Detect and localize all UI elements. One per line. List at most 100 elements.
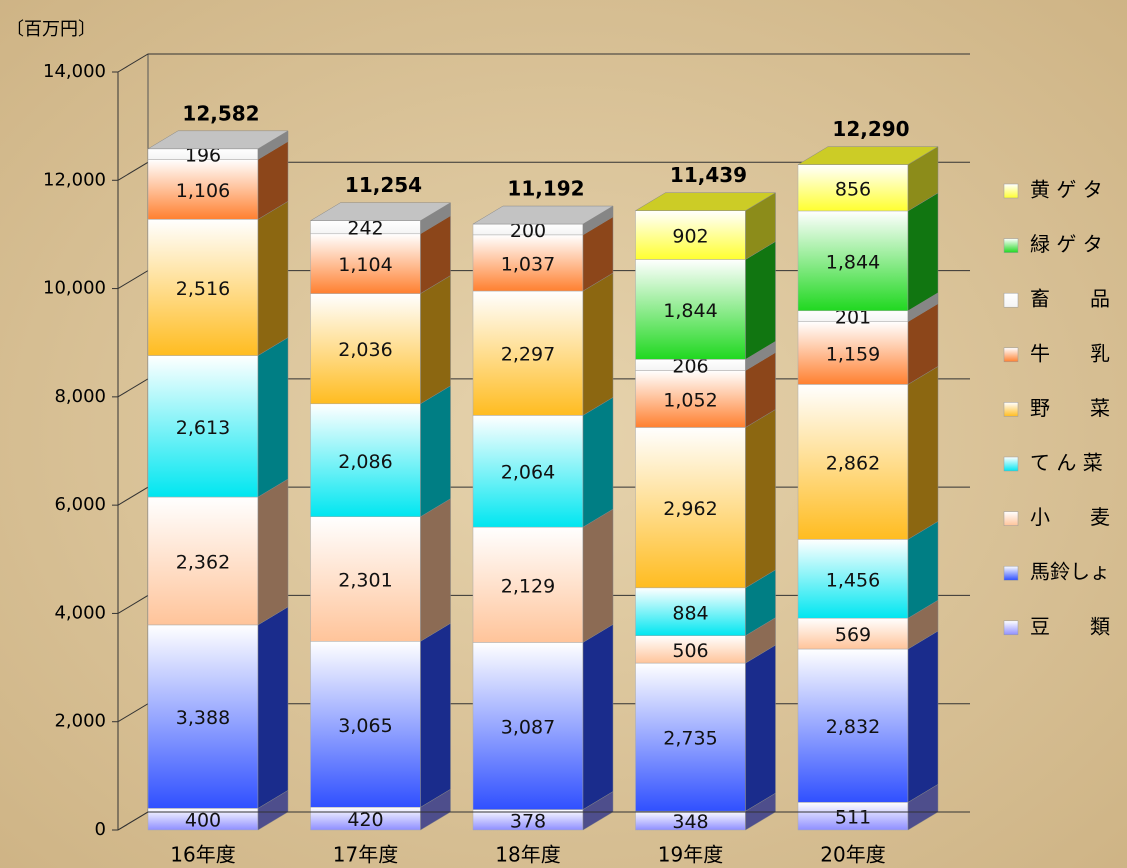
value-label: 378	[510, 810, 546, 832]
bar-segment	[147, 219, 259, 356]
x-tick-label: 18年度	[495, 843, 560, 867]
value-label: 2,516	[176, 278, 230, 300]
bar-segment	[797, 164, 909, 212]
bar-segment	[797, 321, 909, 385]
value-label: 2,735	[663, 728, 717, 750]
value-label: 400	[185, 810, 221, 832]
value-label: 1,844	[663, 300, 717, 322]
value-label: 1,052	[663, 389, 717, 411]
bar-segment	[797, 210, 909, 312]
value-label: 201	[835, 307, 871, 329]
value-label: 2,613	[176, 417, 230, 439]
bar-segment	[635, 210, 746, 260]
value-label: 2,362	[176, 551, 230, 573]
bar-segment	[472, 290, 584, 416]
bar-top	[309, 202, 452, 221]
total-label: 11,439	[670, 163, 747, 187]
legend-label: て ん 菜	[1030, 451, 1103, 475]
legend-swatch	[1003, 620, 1019, 636]
value-label: 1,106	[176, 180, 230, 202]
value-label: 1,037	[501, 253, 555, 275]
bar-side	[582, 508, 614, 643]
grid-line	[117, 53, 970, 73]
unit-label: 〔百万円〕	[6, 19, 96, 40]
bar-segment	[635, 587, 746, 636]
bar-segment	[147, 355, 259, 498]
value-label: 1,844	[826, 251, 880, 273]
value-label: 420	[347, 809, 383, 831]
value-label: 2,862	[826, 452, 880, 474]
value-label: 2,962	[663, 498, 717, 520]
legend-label: 緑 ゲ タ	[1030, 232, 1103, 256]
legend-swatch	[1003, 347, 1019, 363]
value-label: 1,159	[826, 344, 880, 366]
y-tick-label: 14,000	[43, 61, 106, 82]
value-label: 2,129	[501, 575, 555, 597]
legend-swatch	[1003, 565, 1019, 581]
value-label: 3,388	[176, 707, 230, 729]
value-label: 348	[672, 811, 708, 833]
value-label: 2,036	[338, 339, 392, 361]
bar-segment	[797, 617, 909, 650]
legend-label: 馬鈴しょ	[1030, 560, 1110, 584]
x-tick-label: 17年度	[333, 843, 398, 867]
value-label: 242	[347, 218, 383, 240]
value-label: 3,065	[338, 715, 392, 737]
value-label: 206	[672, 355, 708, 377]
y-tick-label: 2,000	[54, 711, 106, 732]
bar-segment	[472, 526, 584, 643]
bar-side	[582, 396, 614, 528]
floor	[117, 811, 970, 831]
bar-segment	[472, 415, 584, 528]
value-label: 884	[672, 602, 708, 624]
value-label: 2,297	[501, 344, 555, 366]
value-label: 196	[185, 145, 221, 167]
y-tick-label: 0	[95, 819, 106, 840]
bar-side	[257, 337, 289, 498]
legend-label: 野 菜	[1030, 396, 1110, 420]
legend-swatch	[1003, 402, 1019, 417]
bar-segment	[472, 642, 584, 810]
x-tick-label: 20年度	[820, 843, 885, 867]
bar-side	[257, 478, 289, 626]
value-label: 200	[510, 220, 546, 242]
bar-segment	[635, 370, 746, 428]
value-label: 856	[835, 178, 871, 200]
value-label: 902	[672, 226, 708, 248]
bar-side	[420, 275, 451, 405]
bar-segment	[797, 802, 909, 831]
legend-swatch	[1003, 511, 1019, 526]
x-tick-label: 19年度	[658, 843, 723, 867]
bar-segment	[147, 496, 259, 626]
total-label: 11,192	[507, 177, 584, 201]
total-label: 12,290	[832, 117, 909, 141]
bar-segment	[635, 427, 746, 589]
bar-segment	[310, 233, 421, 294]
value-label: 506	[672, 640, 708, 662]
legend-swatch	[1003, 292, 1019, 308]
total-label: 12,582	[182, 101, 259, 125]
value-label: 1,456	[826, 569, 880, 591]
value-label: 2,832	[826, 716, 880, 738]
value-label: 2,301	[338, 570, 392, 592]
bar-segment	[310, 403, 421, 517]
total-label: 11,254	[345, 173, 422, 197]
value-label: 2,086	[338, 451, 392, 473]
value-label: 1,104	[338, 254, 392, 276]
value-label: 511	[835, 807, 871, 829]
bar-side	[257, 200, 289, 356]
bar-side	[745, 409, 776, 589]
legend-label: 豆 類	[1030, 614, 1110, 638]
legend-label: 牛 乳	[1030, 341, 1110, 365]
bar-segment	[797, 384, 909, 540]
value-label: 569	[835, 624, 871, 646]
bar-side	[257, 606, 289, 809]
y-tick-label: 10,000	[43, 278, 106, 299]
bar-side	[745, 241, 776, 360]
bar-segment	[147, 624, 259, 809]
legend-swatch	[1003, 183, 1019, 199]
y-tick-label: 12,000	[43, 169, 106, 190]
bar-side	[907, 630, 939, 803]
bar-side	[582, 272, 614, 416]
